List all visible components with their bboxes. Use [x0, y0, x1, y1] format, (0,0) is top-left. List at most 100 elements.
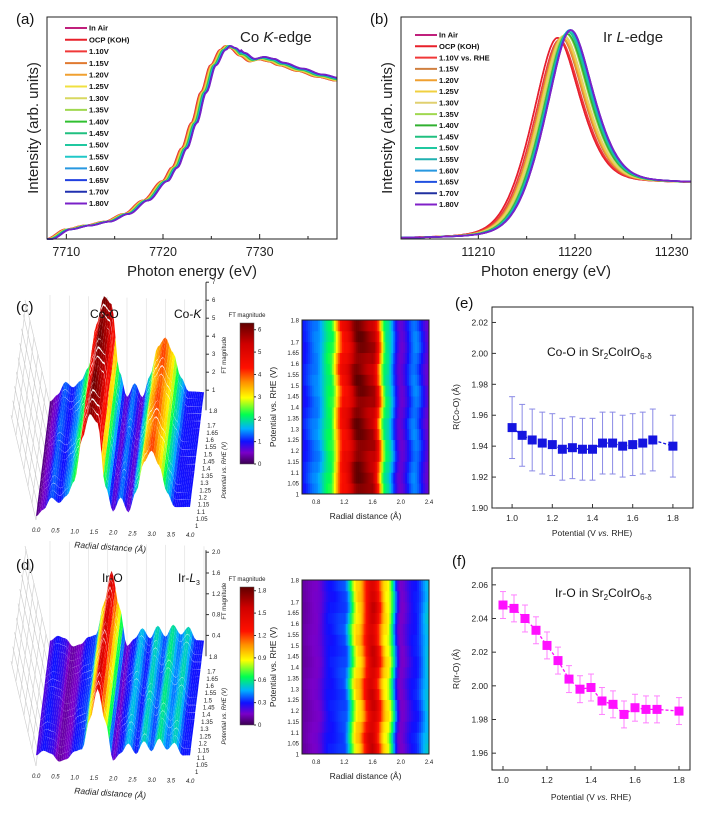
contour-cell — [373, 450, 376, 462]
surface-patch — [186, 420, 189, 428]
contour-cell — [375, 417, 378, 430]
surface-patch — [181, 492, 184, 500]
surface-patch — [188, 492, 192, 500]
contour-cell — [423, 450, 426, 462]
contour-cell — [331, 439, 335, 451]
contour-cell — [343, 320, 347, 332]
colorbar-tick-label: 0 — [258, 723, 262, 729]
contour-cell — [327, 330, 331, 343]
contour-cell — [325, 461, 329, 473]
surface-patch — [143, 427, 147, 445]
contour-cell — [339, 407, 343, 419]
surface-patch — [82, 418, 85, 433]
contour-cell — [311, 417, 315, 430]
surface-patch — [109, 418, 113, 436]
surface-patch — [74, 645, 77, 654]
contour-cell — [423, 461, 426, 473]
contour-cell — [387, 396, 390, 408]
surface-patch — [153, 409, 157, 418]
surface-patch — [43, 450, 46, 459]
contour-cell — [357, 341, 360, 354]
surface-patch — [171, 631, 175, 641]
contour-cell — [319, 341, 323, 354]
surface-patch — [87, 395, 91, 413]
contour-cell — [367, 407, 370, 419]
surface-patch — [57, 402, 60, 415]
surface-patch — [126, 440, 130, 450]
surface-patch — [60, 450, 64, 460]
surface-patch — [175, 475, 179, 485]
contour-cell — [309, 439, 313, 451]
colorbar-tick-label: 6 — [258, 328, 262, 334]
surface-patch — [163, 641, 167, 651]
surface-patch — [64, 488, 68, 497]
contour-cell — [423, 374, 426, 386]
contour-cell — [387, 450, 390, 462]
panel-label: (c) — [16, 299, 34, 316]
contour-cell — [353, 407, 356, 419]
contour-cell — [405, 330, 408, 343]
surface-patch — [78, 412, 82, 425]
contour-cell — [329, 439, 333, 451]
surface-patch — [70, 424, 74, 435]
surface-patch — [42, 481, 46, 492]
contour-cell — [307, 341, 311, 354]
surface-patch — [163, 388, 166, 401]
contour-cell — [355, 407, 358, 419]
contour-cell — [333, 374, 337, 386]
contour-cell — [337, 363, 341, 375]
contour-cell — [383, 461, 386, 473]
contour-cell — [405, 385, 408, 397]
contour-cell — [353, 450, 356, 462]
contour-cell — [405, 428, 408, 441]
contour-cell — [377, 428, 380, 441]
surface-patch — [134, 472, 137, 488]
surface-patch — [57, 455, 61, 465]
contour-cell — [315, 363, 319, 375]
surface-patch — [130, 447, 134, 460]
surface-patch — [139, 429, 142, 445]
contour-cell — [327, 483, 331, 495]
surface-patch — [84, 418, 87, 435]
surface-patch — [71, 437, 74, 447]
contour-cell — [421, 417, 424, 430]
colorbar-tick-label: 2 — [258, 417, 262, 423]
surface-patch — [168, 363, 172, 373]
surface-patch — [125, 471, 128, 484]
grid-line — [19, 336, 35, 453]
grid-line — [31, 387, 47, 504]
contour-cell — [401, 363, 404, 375]
surface-patch — [63, 482, 67, 492]
x-axis-label: Photon energy (eV) — [127, 263, 257, 280]
contour-cell — [393, 407, 396, 419]
contour-cell — [415, 352, 418, 364]
surface-patch — [72, 473, 76, 484]
surface-patch — [174, 420, 178, 430]
surface-patch — [138, 470, 141, 488]
contour-cell — [351, 472, 354, 484]
surface-patch — [70, 645, 74, 654]
contour-cell — [309, 374, 313, 386]
contour-cell — [311, 352, 315, 364]
surface-patch — [76, 644, 79, 653]
y-tick-label: 1.6 — [291, 362, 300, 368]
surface-patch — [51, 409, 54, 420]
surface-patch — [77, 438, 80, 448]
contour-cell — [381, 320, 384, 332]
contour-cell — [399, 330, 402, 343]
contour-cell — [417, 407, 420, 419]
surface-patch — [179, 641, 182, 650]
surface-patch — [137, 464, 141, 477]
contour-cell — [341, 363, 345, 375]
data-point — [517, 430, 527, 440]
surface-patch — [153, 350, 156, 368]
contour-cell — [351, 450, 354, 462]
contour-cell — [341, 320, 345, 332]
surface-patch — [139, 395, 143, 405]
contour-cell — [403, 428, 406, 441]
contour-cell — [307, 472, 311, 484]
contour-cell — [345, 450, 349, 462]
contour-cell — [383, 428, 386, 441]
surface-patch — [115, 464, 119, 476]
contour-cell — [371, 330, 374, 343]
